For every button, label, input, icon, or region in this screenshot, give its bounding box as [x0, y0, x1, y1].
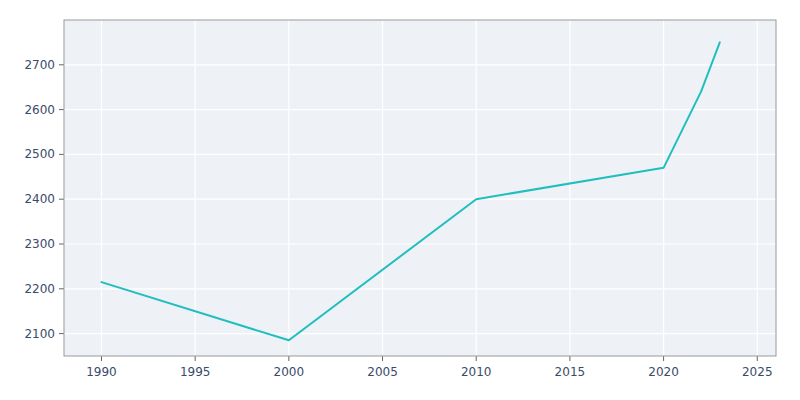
y-grid-line	[64, 333, 776, 334]
x-tick	[476, 356, 477, 361]
x-tick-label: 1990	[86, 365, 117, 379]
y-tick	[59, 333, 64, 334]
plot-background	[64, 20, 776, 356]
y-grid-line	[64, 243, 776, 244]
x-tick-label: 2010	[461, 365, 492, 379]
plot-frame	[64, 20, 776, 356]
y-tick	[59, 154, 64, 155]
y-tick	[59, 64, 64, 65]
x-grid-line	[663, 20, 664, 356]
axes: 1990 1995 2000 2005 2010 2015 2020 2025 2100 2200…	[24, 58, 772, 379]
x-tick	[663, 356, 664, 361]
grid	[64, 20, 776, 356]
y-grid-line	[64, 109, 776, 110]
y-tick	[59, 199, 64, 200]
x-grid-line	[195, 20, 196, 356]
x-grid-line	[757, 20, 758, 356]
y-tick-label: 2700	[24, 58, 55, 72]
x-tick	[382, 356, 383, 361]
y-tick	[59, 288, 64, 289]
x-grid-line	[101, 20, 102, 356]
x-tick	[757, 356, 758, 361]
y-tick-label: 2200	[24, 282, 55, 296]
x-tick-label: 2000	[274, 365, 305, 379]
x-tick	[569, 356, 570, 361]
x-grid-line	[569, 20, 570, 356]
x-tick-label: 2005	[367, 365, 398, 379]
line	[101, 42, 719, 340]
x-tick-label: 2025	[742, 365, 773, 379]
y-grid-line	[64, 199, 776, 200]
chart-container: 1990 1995 2000 2005 2010 2015 2020 2025 2100 2200…	[0, 0, 800, 400]
x-grid-line	[382, 20, 383, 356]
y-tick-label: 2400	[24, 192, 55, 206]
x-tick	[101, 356, 102, 361]
y-tick-label: 2500	[24, 147, 55, 161]
y-tick	[59, 244, 64, 245]
y-grid-line	[64, 64, 776, 65]
y-tick-label: 2600	[24, 103, 55, 117]
x-tick-label: 2015	[555, 365, 586, 379]
series	[101, 42, 719, 340]
x-tick-label: 2020	[648, 365, 679, 379]
y-tick-label: 2100	[24, 327, 55, 341]
x-tick	[288, 356, 289, 361]
y-tick	[59, 109, 64, 110]
x-tick-label: 1995	[180, 365, 211, 379]
x-grid-line	[476, 20, 477, 356]
chart-svg: 1990 1995 2000 2005 2010 2015 2020 2025 2100 2200…	[0, 0, 800, 400]
x-grid-line	[288, 20, 289, 356]
y-grid-line	[64, 288, 776, 289]
y-tick-label: 2300	[24, 237, 55, 251]
x-tick	[195, 356, 196, 361]
